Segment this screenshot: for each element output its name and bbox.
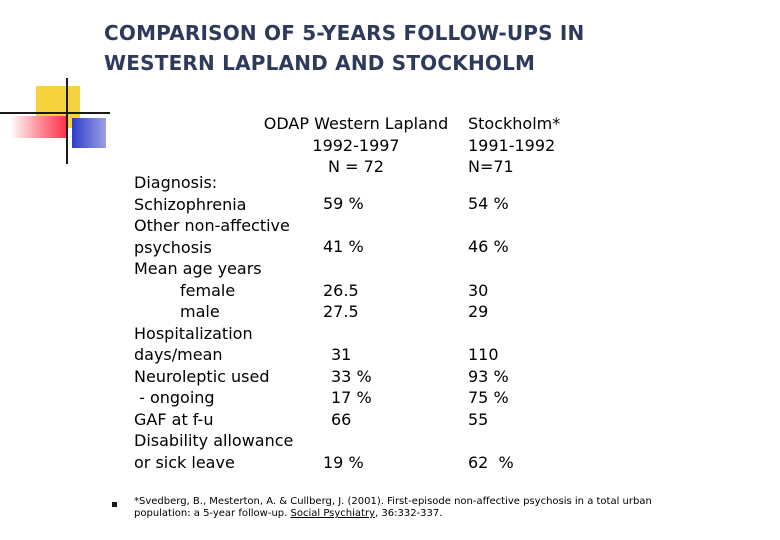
label-disability-1: Disability allowance — [134, 431, 294, 450]
footnote-citation-end: , 36:332-337. — [375, 508, 443, 519]
stockholm-ongoing-value: 75 % — [468, 388, 509, 407]
stockholm-neuroleptic-value: 93 % — [468, 367, 509, 386]
lapland-header-name: ODAP Western Lapland — [263, 114, 449, 133]
label-female: female — [180, 280, 236, 300]
decorative-vertical-line — [66, 78, 68, 164]
stockholm-male-value: 29 — [468, 302, 489, 321]
stockholm-header-n: N=71 — [468, 157, 514, 176]
decorative-horizontal-line — [0, 112, 110, 114]
label-mean-age: Mean age years — [134, 259, 262, 278]
stockholm-disability-value: 62 % — [468, 453, 514, 472]
title-line-1: COMPARISON OF 5-YEARS FOLLOW-UPS IN — [104, 21, 585, 45]
lapland-schizophrenia-value: 59 % — [323, 194, 364, 213]
lapland-gaf-value: 66 — [331, 410, 352, 429]
lapland-female-value: 26.5 — [323, 281, 359, 300]
footnote: *Svedberg, B., Mesterton, A. & Cullberg,… — [134, 496, 754, 520]
label-gaf: GAF at f-u — [134, 409, 214, 429]
lapland-other-value: 41 % — [323, 237, 364, 256]
lapland-header-n: N = 72 — [328, 157, 384, 176]
label-hospitalization-2: days/mean — [134, 345, 223, 364]
decorative-red-bar — [10, 116, 68, 138]
label-male: male — [180, 302, 220, 321]
lapland-disability-value: 19 % — [323, 453, 364, 472]
slide-title: COMPARISON OF 5-YEARS FOLLOW-UPS IN WEST… — [104, 18, 764, 78]
lapland-header: ODAP Western Lapland 1992-1997 N = 72 — [254, 113, 458, 178]
label-hospitalization-1: Hospitalization — [134, 323, 253, 343]
stockholm-header-name: Stockholm* — [468, 114, 561, 133]
label-other-2: psychosis — [134, 237, 212, 257]
stockholm-schizophrenia-value: 54 % — [468, 194, 509, 213]
stockholm-gaf-value: 55 — [468, 410, 489, 429]
footnote-line-2: population: a 5-year follow-up. Social P… — [134, 508, 754, 520]
lapland-header-years: 1992-1997 — [312, 135, 400, 155]
stockholm-hospitalization-value: 110 — [468, 345, 499, 364]
lapland-ongoing-value: 17 % — [331, 388, 372, 407]
title-line-2: WESTERN LAPLAND AND STOCKHOLM — [104, 51, 536, 75]
label-schizophrenia: Schizophrenia — [134, 194, 247, 214]
footnote-line-1: *Svedberg, B., Mesterton, A. & Cullberg,… — [134, 496, 652, 507]
label-diagnosis: Diagnosis: — [134, 173, 218, 192]
row-labels: Diagnosis: Schizophrenia Other non-affec… — [134, 172, 293, 473]
footnote-citation-start: population: a 5-year follow-up. — [134, 508, 291, 519]
lapland-hospitalization-value: 31 — [331, 345, 352, 364]
decorative-blue-square — [72, 118, 106, 148]
label-disability-2: or sick leave — [134, 452, 235, 472]
stockholm-header: Stockholm* 1991-1992 N=71 — [468, 113, 560, 178]
stockholm-other-value: 46 % — [468, 237, 509, 256]
label-other-1: Other non-affective — [134, 216, 290, 235]
stockholm-female-value: 30 — [468, 281, 489, 300]
footnote-journal: Social Psychiatry — [290, 508, 376, 519]
stockholm-header-years: 1991-1992 — [468, 135, 556, 155]
label-neuroleptic: Neuroleptic used — [134, 366, 270, 386]
lapland-male-value: 27.5 — [323, 302, 359, 321]
lapland-neuroleptic-value: 33 % — [331, 367, 372, 386]
label-ongoing: - ongoing — [134, 388, 215, 407]
bullet-icon — [112, 502, 117, 507]
